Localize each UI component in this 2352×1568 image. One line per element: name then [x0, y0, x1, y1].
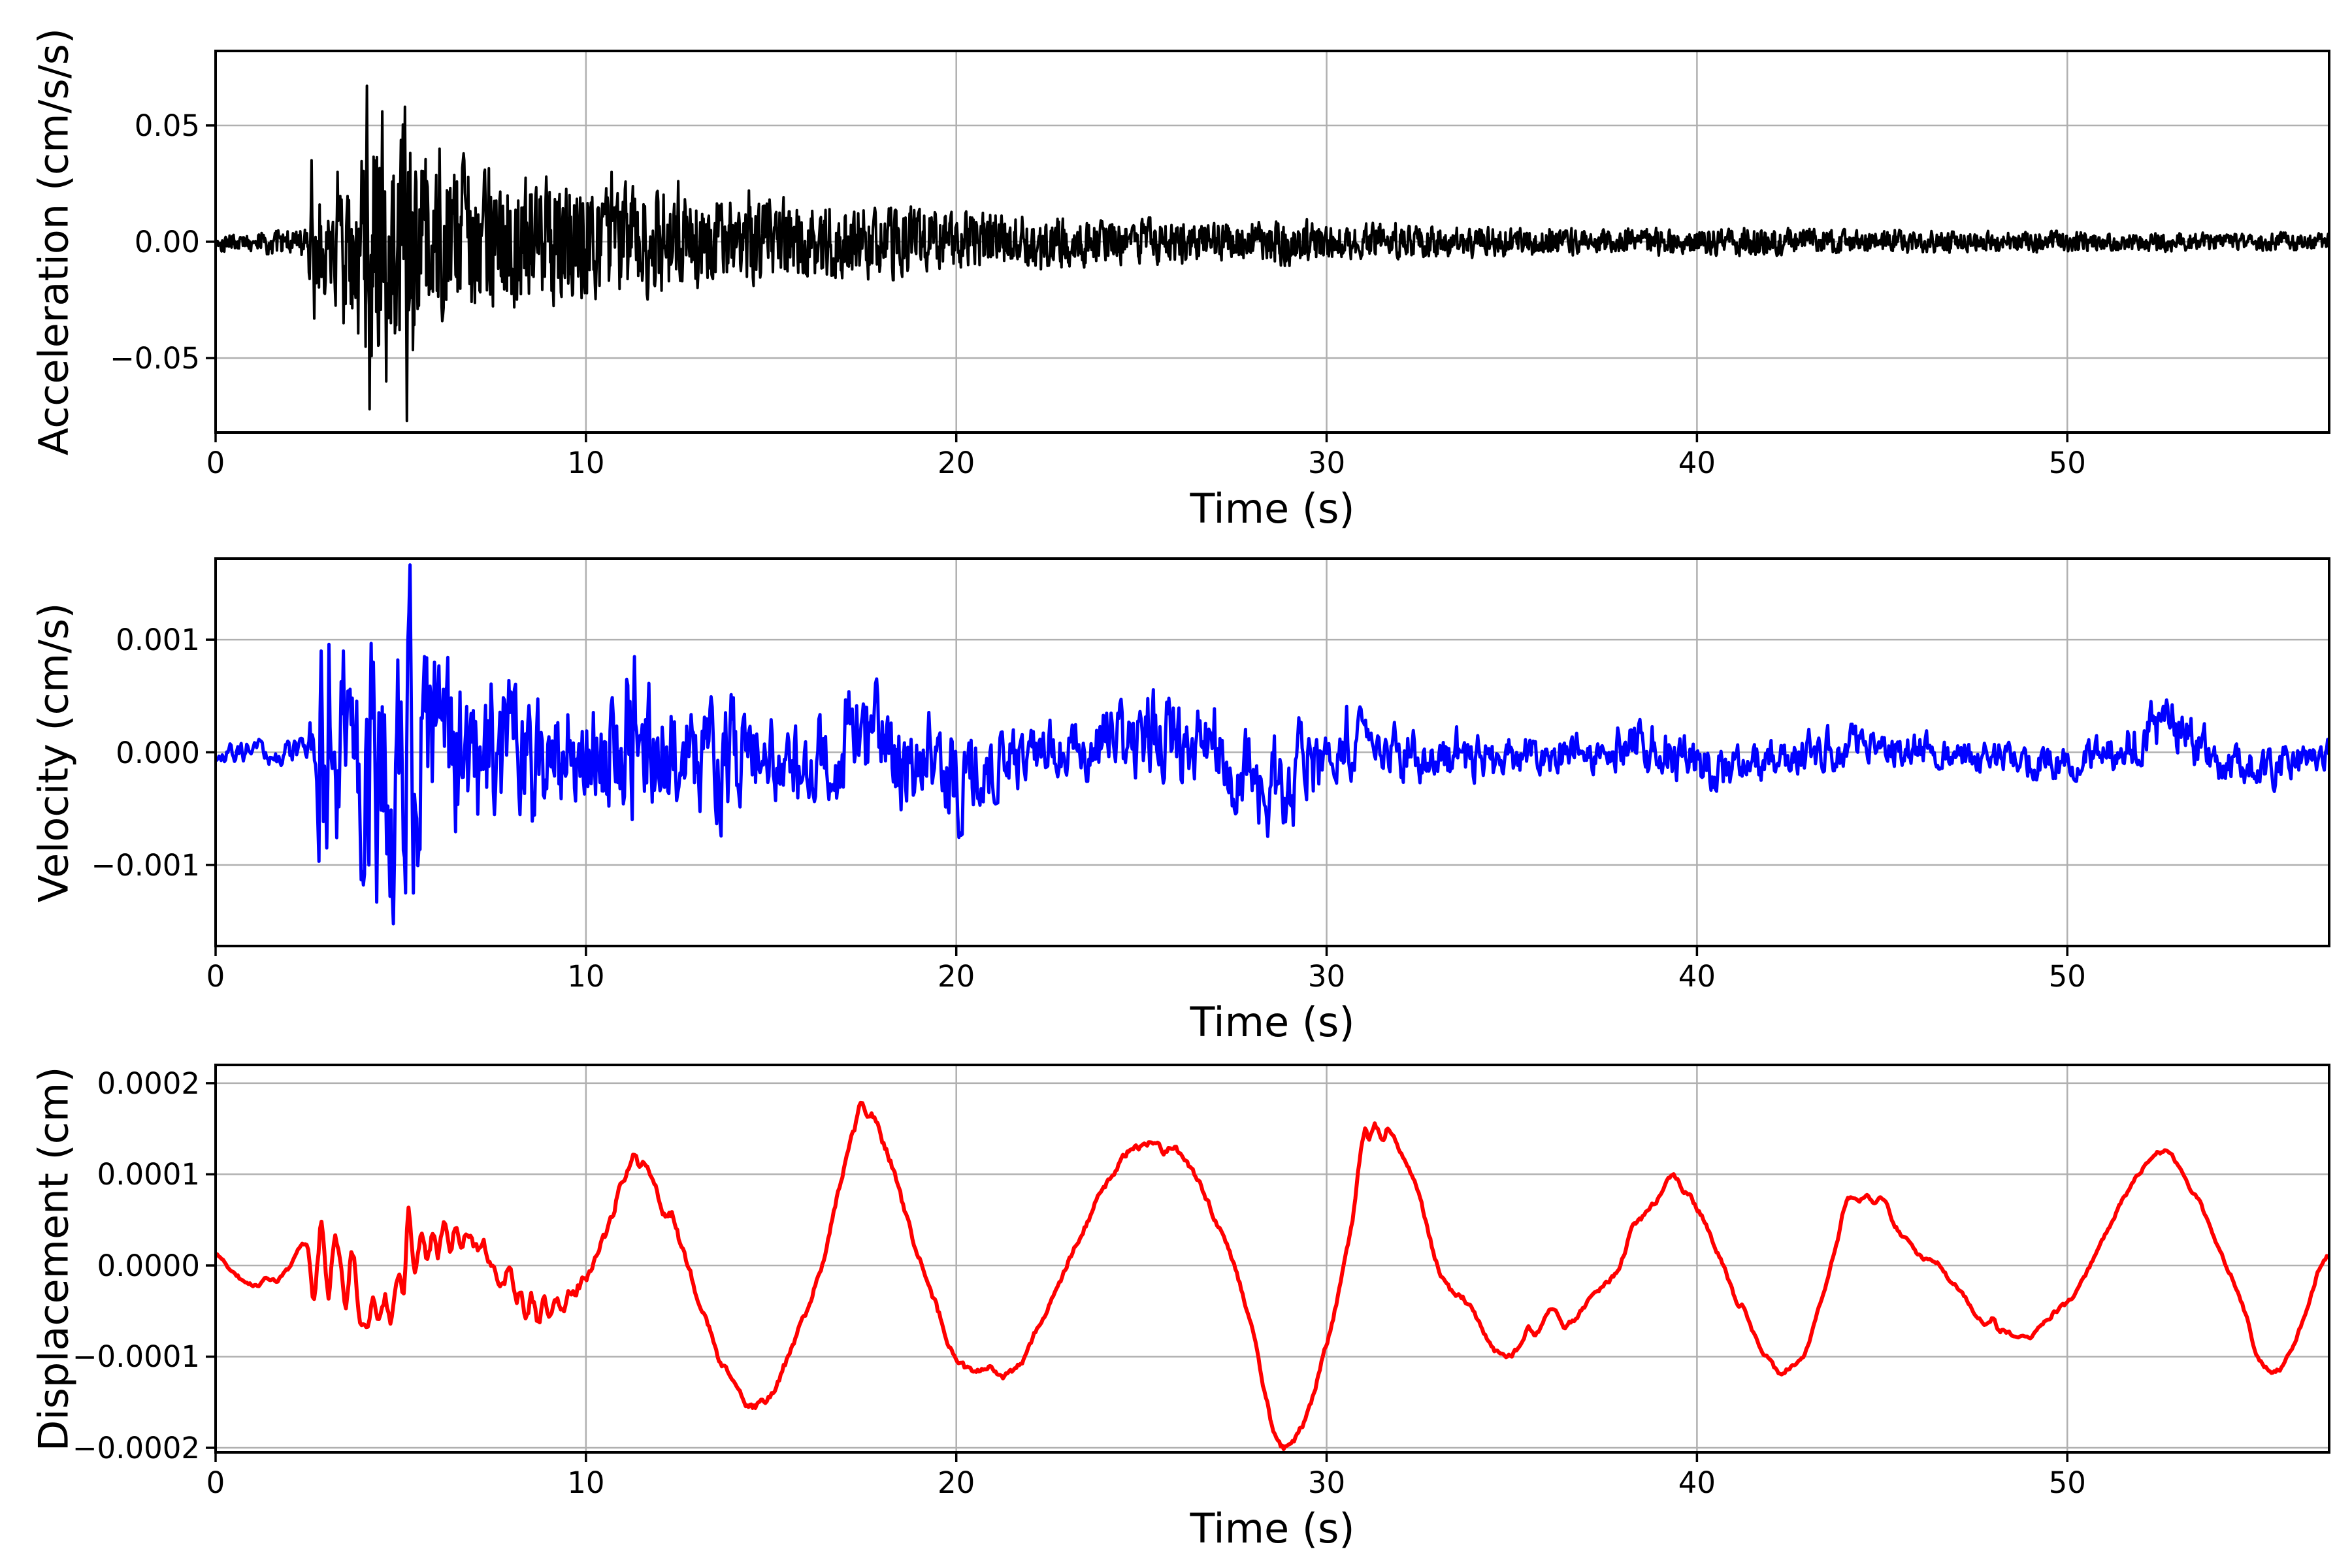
- acceleration-y-tick-label: −0.05: [110, 341, 200, 376]
- velocity-x-tick-label: 50: [2048, 959, 2086, 994]
- displacement-y-tick-label: −0.0002: [72, 1431, 200, 1466]
- velocity-y-tick-label: 0.001: [116, 623, 200, 658]
- acceleration-x-tick-label: 40: [1678, 446, 1716, 480]
- displacement-x-tick-label: 20: [938, 1465, 975, 1500]
- velocity-x-tick-label: 0: [206, 959, 225, 994]
- acceleration-x-tick-label: 30: [1307, 446, 1346, 480]
- displacement-x-axis-label: Time (s): [1190, 1505, 1355, 1552]
- velocity-x-tick-label: 40: [1678, 959, 1716, 994]
- displacement-x-tick-label: 30: [1307, 1465, 1346, 1500]
- acceleration-y-tick-label: 0.00: [134, 225, 200, 259]
- trace-displacement: [216, 1100, 2329, 1451]
- acceleration-x-tick-label: 20: [938, 446, 975, 480]
- displacement-y-tick-label: 0.0001: [97, 1157, 200, 1192]
- velocity-x-tick-label: 20: [938, 959, 975, 994]
- displacement-x-tick-label: 40: [1678, 1465, 1716, 1500]
- velocity-x-tick-label: 10: [567, 959, 605, 994]
- displacement-y-tick-label: 0.0000: [97, 1248, 200, 1283]
- acceleration-x-tick-label: 10: [567, 446, 605, 480]
- velocity-x-axis-label: Time (s): [1190, 998, 1355, 1046]
- acceleration-y-tick-label: 0.05: [134, 108, 200, 143]
- acceleration-x-tick-label: 50: [2048, 446, 2086, 480]
- velocity-y-tick-label: 0.000: [116, 735, 200, 770]
- acceleration-x-axis-label: Time (s): [1190, 485, 1355, 532]
- displacement-x-tick-label: 50: [2048, 1465, 2086, 1500]
- velocity-x-tick-label: 30: [1307, 959, 1346, 994]
- velocity-y-tick-label: −0.001: [91, 847, 200, 883]
- trace-acceleration: [216, 84, 2329, 423]
- displacement-x-tick-label: 10: [567, 1465, 605, 1500]
- trace-velocity: [216, 563, 2329, 926]
- displacement-x-tick-label: 0: [206, 1465, 225, 1500]
- displacement-y-tick-label: 0.0002: [97, 1066, 200, 1101]
- acceleration-x-tick-label: 0: [206, 446, 225, 480]
- axes-frame: [214, 1064, 2330, 1454]
- displacement-y-tick-label: −0.0001: [72, 1339, 200, 1375]
